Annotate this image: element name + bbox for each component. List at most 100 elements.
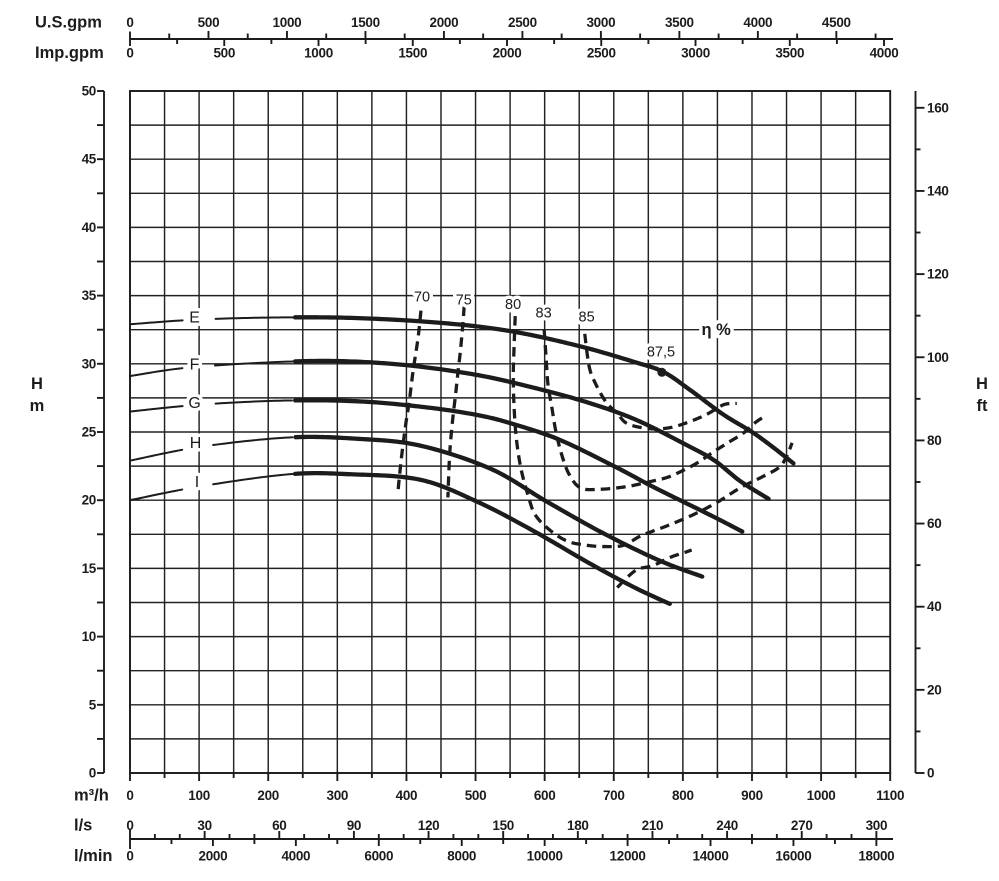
impgpm-tick-label: 2000 [493, 46, 522, 61]
m3h-tick-label: 1100 [876, 788, 904, 803]
impgpm-tick-label: 4000 [870, 46, 899, 61]
left-unit-label-h: H [31, 375, 43, 393]
head-curve-I-thick [292, 470, 672, 607]
right-unit-label-ft: ft [977, 397, 988, 415]
eta-percent-label: η % [702, 321, 732, 339]
usgpm-tick-label: 2500 [508, 15, 537, 30]
efficiency-label-83: 83 [536, 305, 552, 321]
axis-top-gpm: 0 500 1000 1500 2000 2500 3000 3500 4000 4500 0 500… [35, 14, 899, 63]
best-efficiency-dot [657, 367, 667, 377]
impgpm-tick-label: 3500 [775, 46, 804, 61]
usgpm-tick-label: 1500 [351, 15, 380, 30]
hm-tick-label: 5 [89, 697, 97, 712]
curve-label-G: G [188, 395, 200, 412]
head-curve-F-thin [213, 360, 297, 367]
curve-label-I: I [195, 474, 199, 491]
ls-tick-label: 120 [418, 818, 440, 833]
plot-grid [129, 90, 891, 774]
efficiency-contour-85 [583, 333, 737, 431]
impgpm-tick-label: 1500 [398, 46, 427, 61]
hft-tick-label: 20 [927, 682, 941, 697]
impgpm-tick-label: 2500 [587, 46, 616, 61]
axis-left-m: 0 5 10 15 20 25 30 35 40 45 50 Hm [30, 84, 105, 781]
m3h-tick-label: 300 [327, 788, 349, 803]
ls-tick-label: 240 [716, 818, 738, 833]
hm-tick-label: 25 [82, 425, 97, 440]
m3h-tick-label: 200 [257, 788, 279, 803]
usgpm-tick-label: 1000 [273, 15, 302, 30]
usgpm-unit-label: U.S.gpm [35, 14, 102, 32]
hm-tick-label: 0 [89, 766, 96, 781]
usgpm-tick-label: 4500 [822, 15, 851, 30]
ls-tick-label: 0 [126, 818, 133, 833]
hft-tick-label: 40 [927, 599, 941, 614]
lmin-tick-label: 2000 [199, 849, 228, 864]
head-curve-E-thin [129, 319, 184, 326]
curve-label-F: F [190, 357, 200, 374]
head-curve-E-thin [214, 316, 297, 320]
curve-label-E: E [189, 309, 200, 326]
hm-tick-label: 45 [82, 152, 97, 167]
hft-tick-label: 140 [927, 183, 949, 198]
head-curve-F-thin [129, 367, 184, 378]
lmin-tick-label: 12000 [610, 849, 646, 864]
hm-tick-label: 20 [82, 493, 96, 508]
head-curve-I-thin [212, 472, 297, 486]
m3h-tick-label: 900 [741, 788, 763, 803]
bep-label: 87,5 [647, 344, 675, 360]
hft-tick-label: 120 [927, 267, 949, 282]
lmin-unit-label: l/min [74, 847, 113, 865]
head-curve-E-thick [292, 315, 796, 466]
head-curves [129, 315, 796, 607]
lmin-tick-label: 16000 [775, 849, 811, 864]
head-curve-I-thin [129, 488, 184, 502]
axis-right-ft: 0 20 40 60 80 100 120 140 160 Hft [914, 91, 988, 781]
impgpm-unit-label: Imp.gpm [35, 44, 104, 62]
lmin-tick-label: 10000 [527, 849, 563, 864]
m3h-unit-label: m³/h [74, 787, 109, 805]
hm-tick-label: 50 [82, 84, 96, 99]
impgpm-tick-label: 3000 [681, 46, 710, 61]
lmin-tick-label: 4000 [281, 849, 310, 864]
head-curve-G-thick [293, 398, 745, 534]
efficiency-contour-70 [396, 310, 423, 494]
usgpm-tick-label: 4000 [743, 15, 772, 30]
efficiency-label-85: 85 [579, 310, 595, 326]
ls-tick-label: 150 [492, 818, 514, 833]
usgpm-tick-label: 0 [126, 15, 133, 30]
ls-tick-label: 300 [866, 818, 888, 833]
ls-unit-label: l/s [74, 817, 92, 835]
lmin-tick-label: 14000 [692, 849, 728, 864]
hm-tick-label: 30 [82, 356, 96, 371]
hft-tick-label: 100 [927, 350, 949, 365]
curve-label-H: H [190, 435, 202, 452]
hft-tick-label: 60 [927, 516, 941, 531]
usgpm-tick-label: 3500 [665, 15, 694, 30]
ls-tick-label: 180 [567, 818, 589, 833]
head-curve-G-thin [214, 399, 293, 405]
head-curve-H-thick [293, 434, 705, 579]
hft-tick-label: 0 [927, 766, 934, 781]
impgpm-tick-label: 1000 [304, 46, 333, 61]
ls-tick-label: 90 [347, 818, 361, 833]
m3h-tick-label: 1000 [807, 788, 836, 803]
m3h-tick-label: 800 [672, 788, 694, 803]
head-curve-F-thick [293, 358, 771, 501]
ls-tick-label: 210 [642, 818, 664, 833]
lmin-tick-label: 0 [126, 849, 133, 864]
efficiency-label-75: 75 [456, 293, 472, 309]
head-curve-H-thin [129, 448, 184, 462]
hm-tick-label: 40 [82, 220, 96, 235]
hm-tick-label: 10 [82, 629, 96, 644]
usgpm-tick-label: 2000 [430, 15, 459, 30]
impgpm-tick-label: 0 [126, 46, 133, 61]
lmin-tick-label: 8000 [447, 849, 476, 864]
m3h-tick-label: 0 [126, 788, 133, 803]
efficiency-contour-80 [511, 316, 794, 549]
axis-bottom-m3h: 0 100 200 300 400 500 600 700 800 900 1000 1100 m³/h [74, 773, 905, 805]
plot-labels: E F G H I 70 75 80 83 85 η % 87,5 [185, 286, 735, 494]
head-curve-G-thin [129, 405, 184, 413]
